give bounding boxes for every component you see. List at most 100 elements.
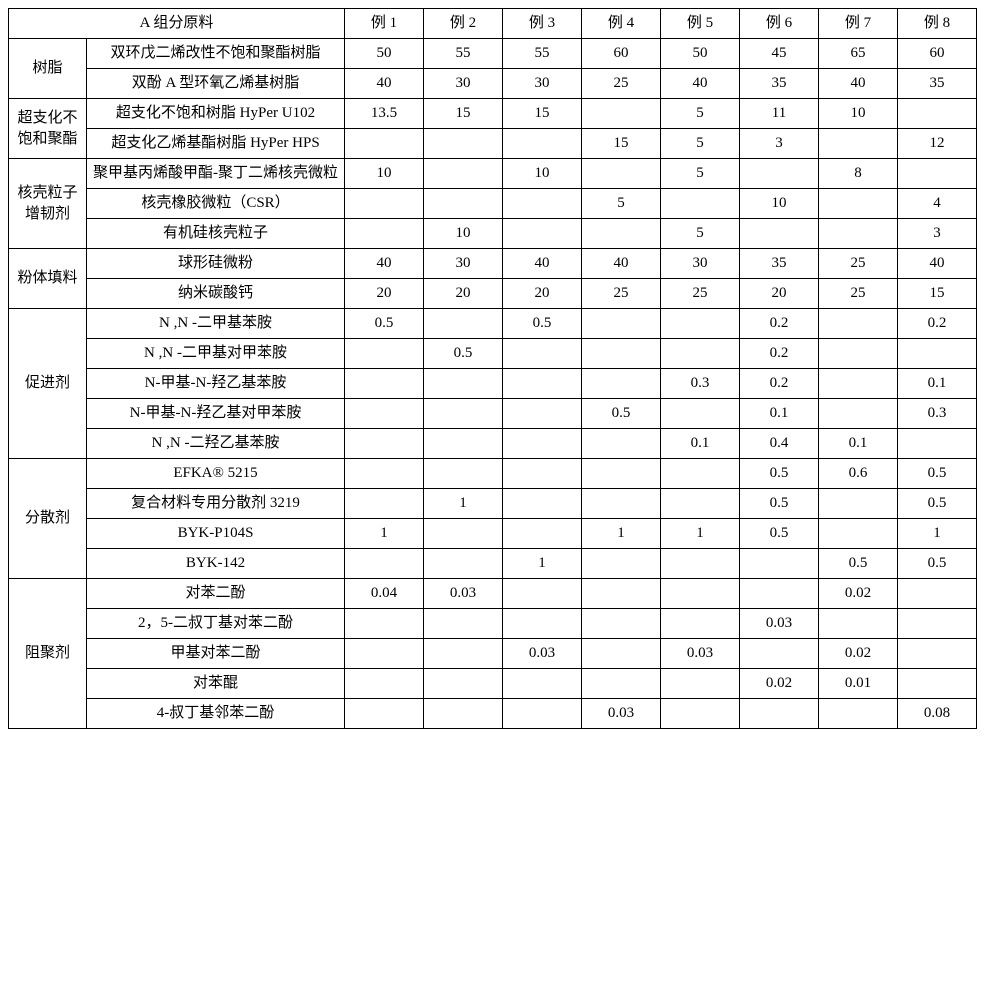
value-cell: 30 (661, 249, 740, 279)
value-cell (503, 699, 582, 729)
value-cell: 12 (898, 129, 977, 159)
material-name: N ,N -二甲基苯胺 (87, 309, 345, 339)
table-row: 分散剂EFKA® 52150.50.60.5 (9, 459, 977, 489)
value-cell: 13.5 (345, 99, 424, 129)
material-name: 复合材料专用分散剂 3219 (87, 489, 345, 519)
table-row: 复合材料专用分散剂 321910.50.5 (9, 489, 977, 519)
table-row: 核壳粒子增韧剂聚甲基丙烯酸甲酯-聚丁二烯核壳微粒101058 (9, 159, 977, 189)
value-cell (740, 159, 819, 189)
value-cell: 0.03 (661, 639, 740, 669)
value-cell (582, 429, 661, 459)
value-cell: 0.01 (819, 669, 898, 699)
value-cell (819, 519, 898, 549)
value-cell (819, 339, 898, 369)
value-cell: 0.2 (740, 309, 819, 339)
value-cell: 0.1 (898, 369, 977, 399)
value-cell: 15 (582, 129, 661, 159)
value-cell (661, 549, 740, 579)
materials-table: A 组分原料例 1例 2例 3例 4例 5例 6例 7例 8树脂双环戊二烯改性不… (8, 8, 977, 729)
value-cell: 0.02 (740, 669, 819, 699)
category-cell: 超支化不饱和聚酯 (9, 99, 87, 159)
value-cell (424, 699, 503, 729)
table-row: 超支化不饱和聚酯超支化不饱和树脂 HyPer U10213.5151551110 (9, 99, 977, 129)
value-cell: 0.08 (898, 699, 977, 729)
value-cell (424, 669, 503, 699)
value-cell: 25 (582, 279, 661, 309)
value-cell (424, 399, 503, 429)
value-cell: 25 (819, 249, 898, 279)
value-cell: 40 (503, 249, 582, 279)
value-cell (424, 129, 503, 159)
value-cell (740, 579, 819, 609)
value-cell: 55 (424, 39, 503, 69)
table-row: N ,N -二羟乙基苯胺0.10.40.1 (9, 429, 977, 459)
value-cell (424, 309, 503, 339)
value-cell: 20 (503, 279, 582, 309)
material-name: 有机硅核壳粒子 (87, 219, 345, 249)
value-cell: 15 (424, 99, 503, 129)
material-name: 聚甲基丙烯酸甲酯-聚丁二烯核壳微粒 (87, 159, 345, 189)
value-cell (345, 429, 424, 459)
value-cell: 15 (898, 279, 977, 309)
value-cell: 25 (661, 279, 740, 309)
value-cell (819, 309, 898, 339)
value-cell: 0.3 (661, 369, 740, 399)
table-row: N-甲基-N-羟乙基苯胺0.30.20.1 (9, 369, 977, 399)
col-header-ex3: 例 3 (503, 9, 582, 39)
value-cell: 50 (661, 39, 740, 69)
value-cell: 0.5 (503, 309, 582, 339)
value-cell (740, 639, 819, 669)
col-header-ex6: 例 6 (740, 9, 819, 39)
value-cell (898, 579, 977, 609)
value-cell: 50 (345, 39, 424, 69)
value-cell (345, 549, 424, 579)
value-cell (345, 639, 424, 669)
value-cell (503, 669, 582, 699)
material-name: 球形硅微粉 (87, 249, 345, 279)
value-cell: 5 (661, 99, 740, 129)
value-cell: 0.2 (740, 369, 819, 399)
value-cell (582, 549, 661, 579)
value-cell: 0.1 (661, 429, 740, 459)
value-cell (345, 339, 424, 369)
value-cell (424, 459, 503, 489)
value-cell: 10 (740, 189, 819, 219)
value-cell: 30 (503, 69, 582, 99)
value-cell: 10 (503, 159, 582, 189)
value-cell: 0.03 (503, 639, 582, 669)
table-row: 核壳橡胶微粒（CSR）5104 (9, 189, 977, 219)
value-cell: 0.5 (819, 549, 898, 579)
value-cell (503, 579, 582, 609)
col-header-ex1: 例 1 (345, 9, 424, 39)
value-cell: 20 (424, 279, 503, 309)
value-cell: 40 (582, 249, 661, 279)
value-cell: 20 (740, 279, 819, 309)
value-cell (740, 699, 819, 729)
value-cell: 30 (424, 249, 503, 279)
group-header: A 组分原料 (9, 9, 345, 39)
value-cell: 25 (582, 69, 661, 99)
value-cell (503, 489, 582, 519)
material-name: 纳米碳酸钙 (87, 279, 345, 309)
value-cell (819, 219, 898, 249)
value-cell (345, 219, 424, 249)
value-cell: 0.1 (819, 429, 898, 459)
table-row: N ,N -二甲基对甲苯胺0.50.2 (9, 339, 977, 369)
value-cell (345, 399, 424, 429)
value-cell (582, 219, 661, 249)
value-cell: 5 (582, 189, 661, 219)
value-cell (819, 129, 898, 159)
value-cell (424, 549, 503, 579)
material-name: N ,N -二羟乙基苯胺 (87, 429, 345, 459)
value-cell: 0.5 (740, 519, 819, 549)
category-cell: 促进剂 (9, 309, 87, 459)
value-cell: 5 (661, 129, 740, 159)
value-cell: 40 (661, 69, 740, 99)
value-cell (424, 429, 503, 459)
value-cell (661, 399, 740, 429)
col-header-ex5: 例 5 (661, 9, 740, 39)
value-cell: 0.5 (898, 549, 977, 579)
value-cell: 0.5 (424, 339, 503, 369)
material-name: 对苯醌 (87, 669, 345, 699)
value-cell: 60 (898, 39, 977, 69)
